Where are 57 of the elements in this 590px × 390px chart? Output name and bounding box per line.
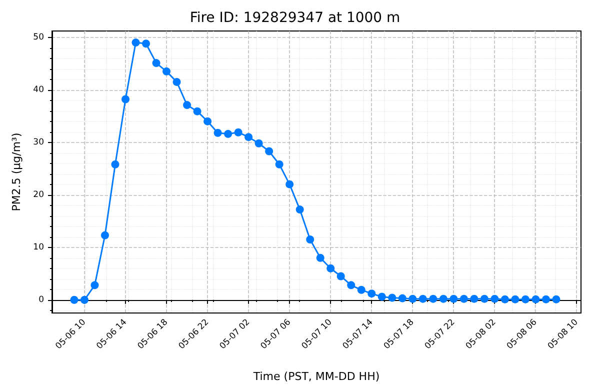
point <box>511 295 520 304</box>
point <box>336 272 345 280</box>
point <box>244 133 253 142</box>
point <box>214 128 222 137</box>
point <box>408 294 417 303</box>
point <box>532 295 540 304</box>
y-tick-label: 50 <box>33 32 44 42</box>
point <box>265 147 274 156</box>
point <box>70 296 78 304</box>
point <box>296 206 304 214</box>
point <box>234 128 242 136</box>
point <box>552 295 560 304</box>
point <box>460 294 468 303</box>
point <box>275 160 284 168</box>
point <box>347 281 356 290</box>
point <box>80 296 88 304</box>
y-axis-title: PM2.5 (µg/m³) <box>10 132 23 212</box>
point <box>172 78 181 86</box>
chart-title: Fire ID: 192829347 at 1000 m <box>190 10 400 26</box>
point <box>90 281 99 290</box>
point <box>193 107 202 116</box>
point <box>368 290 376 298</box>
point <box>254 139 263 148</box>
point <box>183 101 192 110</box>
point <box>152 59 160 68</box>
point <box>132 38 140 47</box>
point <box>224 130 232 138</box>
point <box>542 295 550 304</box>
point <box>306 235 314 244</box>
y-tick-label: 10 <box>33 242 44 252</box>
y-tick-label: 0 <box>38 294 44 305</box>
point <box>450 294 458 303</box>
point <box>286 180 294 188</box>
point <box>500 295 509 304</box>
point <box>100 231 109 240</box>
point <box>357 286 366 294</box>
point <box>521 295 530 304</box>
point <box>388 294 396 302</box>
point <box>398 294 406 302</box>
point <box>418 294 427 303</box>
point <box>480 294 488 303</box>
point <box>326 264 335 272</box>
point <box>439 294 448 303</box>
point <box>111 160 120 168</box>
y-tick-label: 40 <box>33 84 44 95</box>
x-axis-title: Time (PST, MM-DD HH) <box>252 370 380 383</box>
point <box>162 67 171 76</box>
y-tick-label: 30 <box>33 137 44 148</box>
point <box>316 254 324 262</box>
point <box>470 294 478 303</box>
point <box>204 117 212 126</box>
point <box>142 40 150 48</box>
point <box>490 294 499 303</box>
y-tick-label: 20 <box>33 190 44 200</box>
point <box>122 95 130 104</box>
point <box>378 292 386 301</box>
point <box>429 294 438 303</box>
